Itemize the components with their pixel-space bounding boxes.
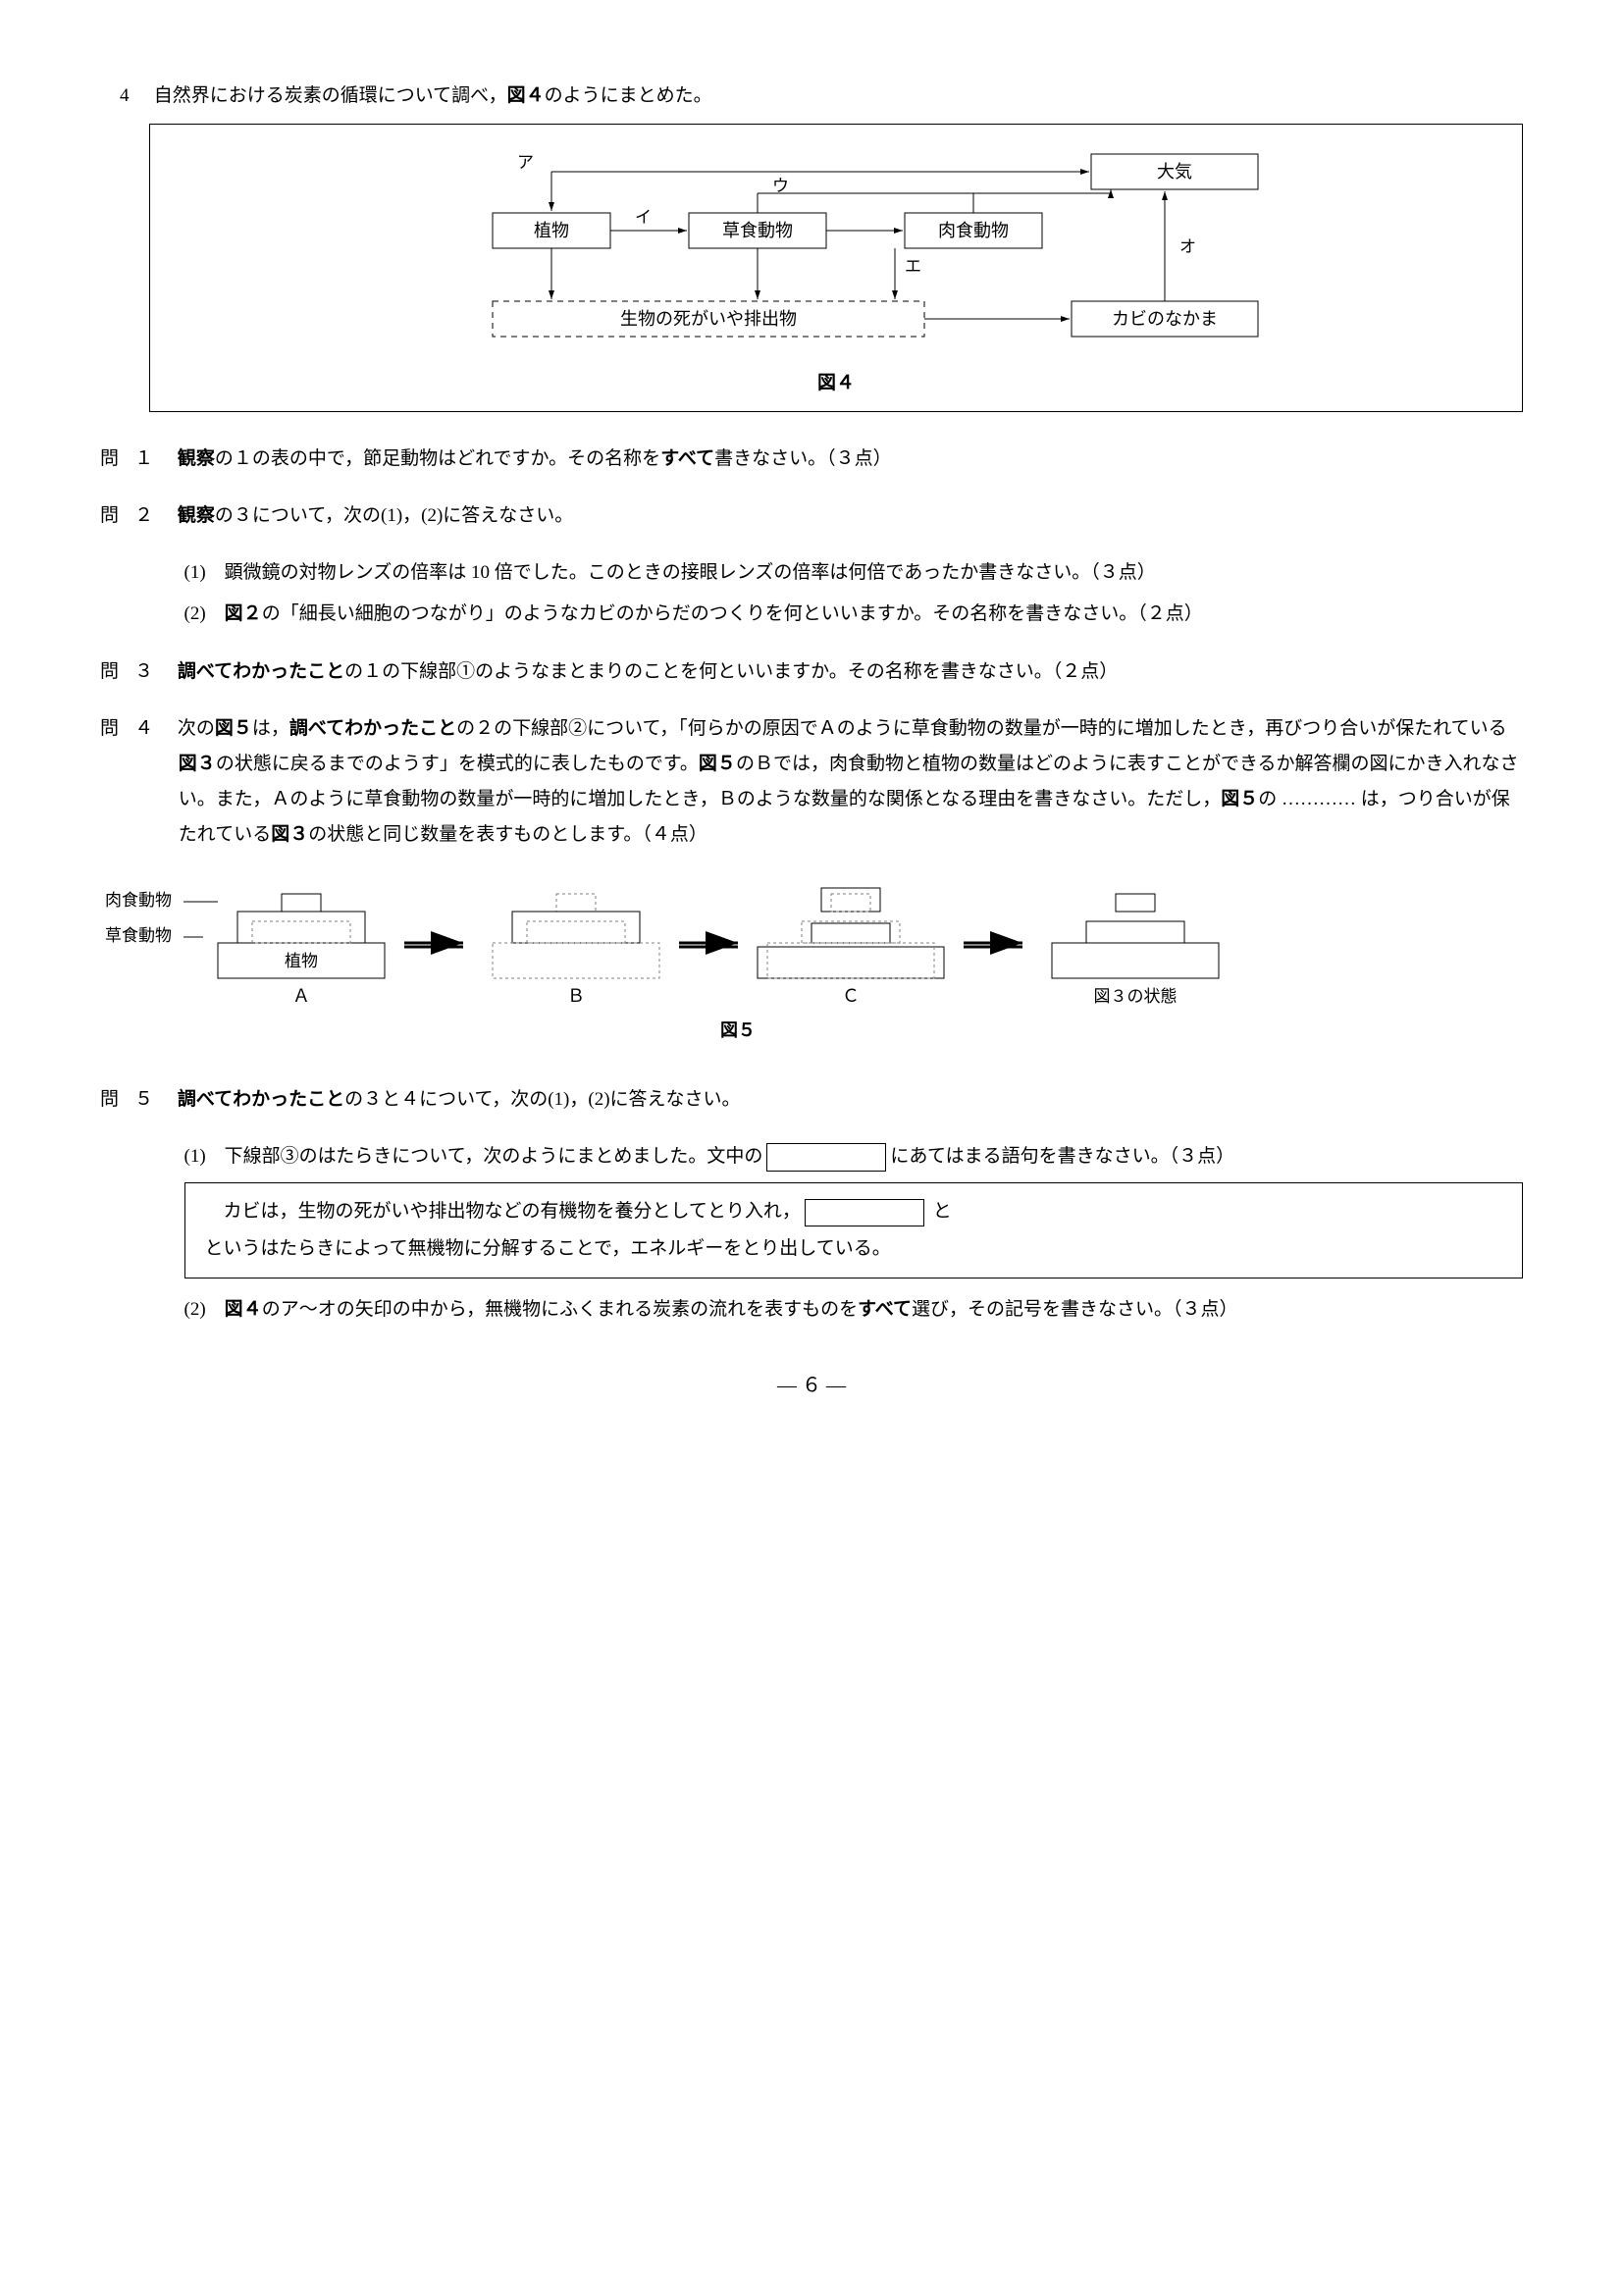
- fig5-A: Ａ: [292, 986, 310, 1006]
- q5-boxed-text: カビは，生物の死がいや排出物などの有機物を養分としてとり入れ， と というはたら…: [184, 1182, 1524, 1278]
- node-herbivore: 草食動物: [722, 221, 793, 240]
- q4-p1b: は，: [252, 718, 289, 739]
- q4-fig3: 図３: [179, 754, 216, 774]
- node-plant: 植物: [534, 221, 569, 240]
- section4-text-b: のようにまとめた。: [545, 85, 712, 106]
- node-carnivore: 肉食動物: [938, 221, 1009, 240]
- q2-s2-rest: の「細長い細胞のつながり」のようなカビのからだのつくりを何といいますか。その名称…: [262, 603, 1203, 624]
- figure4-container: 大気 植物 草食動物 肉食動物 生物の死がいや排出物 カビのなかま ア イ: [149, 124, 1523, 412]
- q2-s2-num: (2): [184, 603, 206, 624]
- q1-head: 問 １: [100, 448, 159, 469]
- edge-label-o: オ: [1179, 237, 1196, 256]
- q4-fig5: 図５: [215, 718, 252, 739]
- q4-head: 問 ４: [100, 718, 159, 739]
- q5-box-b: というはたらきによって無機物に分解することで，エネルギーをとり出している。: [205, 1238, 891, 1259]
- q5-box-tail: と: [933, 1201, 952, 1222]
- q3-text: の１の下線部①のようなまとまりのことを何といいますか。その名称を書きなさい。（２…: [344, 661, 1118, 682]
- fig5-C: Ｃ: [842, 986, 860, 1006]
- q5-head: 問 ５: [100, 1089, 159, 1110]
- q2-s2-pre: [206, 603, 225, 624]
- q1-t2: の１の表の中で，節足動物はどれですか。その名称を: [215, 448, 660, 469]
- blank-box-icon: [766, 1143, 886, 1172]
- q4-p1a: 次の: [159, 718, 215, 739]
- q2-s2-bold: 図２: [225, 603, 262, 624]
- q2-s1-text: 顕微鏡の対物レンズの倍率は 10 倍でした。このときの接眼レンズの倍率は何倍であ…: [206, 562, 1156, 583]
- figure5-caption: 図５: [720, 1020, 756, 1040]
- question-4: 問 ４ 次の図５は，調べてわかったことの２の下線部②について，「何らかの原因でＡ…: [100, 711, 1523, 853]
- section4-number: 4: [120, 78, 149, 114]
- node-fungi: カビのなかま: [1112, 309, 1218, 329]
- question-5: 問 ５ 調べてわかったことの３と４について，次の(1)，(2)に答えなさい。: [100, 1082, 1523, 1118]
- q2-sub2: (2) 図２の「細長い細胞のつながり」のようなカビのからだのつくりを何といいます…: [184, 597, 1524, 632]
- q1-t1: [159, 448, 178, 469]
- blank-box-icon: [805, 1199, 924, 1227]
- q4-p1c: の２の下線部②について，「何らかの原因でＡのように草食動物の数量が一時的に増加し…: [456, 718, 1506, 739]
- q4-p1d: の状態に戻るまでのようす」を模式的に表したものです。: [216, 754, 699, 774]
- q1-bold1: 観察: [178, 448, 215, 469]
- section4-intro: 4 自然界における炭素の循環について調べ，図４のようにまとめた。: [100, 78, 1523, 114]
- fig5-B: Ｂ: [567, 986, 585, 1006]
- q5-sub2: (2) 図４のア～オの矢印の中から，無機物にふくまれる炭素の流れを表すものをすべ…: [184, 1292, 1524, 1328]
- q4-found: 調べてわかったこと: [289, 718, 456, 739]
- q3-bold: 調べてわかったこと: [178, 661, 344, 682]
- q4-fig3b: 図３: [271, 824, 308, 845]
- q5-sub1: (1) 下線部③のはたらきについて，次のようにまとめました。文中の にあてはまる語…: [184, 1139, 1524, 1174]
- fig5-label-carn: 肉食動物: [105, 891, 172, 910]
- node-atmosphere: 大気: [1157, 162, 1192, 182]
- edge-label-e: エ: [905, 257, 921, 276]
- page-root: 4 自然界における炭素の循環について調べ，図４のようにまとめた。 大気 植物 草…: [100, 78, 1523, 1404]
- q5-s2-bold2: すべて: [858, 1299, 912, 1320]
- q1-t3: 書きなさい。（３点）: [714, 448, 892, 469]
- node-remains: 生物の死がいや排出物: [620, 309, 797, 329]
- section4-figref: 図４: [507, 85, 545, 106]
- q4-p1g: の状態と同じ数量を表すものとします。（４点）: [308, 824, 707, 845]
- figure4-caption: 図４: [189, 366, 1483, 401]
- q5-bold: 調べてわかったこと: [178, 1089, 344, 1110]
- question-1: 問 １ 観察の１の表の中で，節足動物はどれですか。その名称をすべて書きなさい。（…: [100, 442, 1523, 477]
- section4-text-a: 自然界における炭素の循環について調べ，: [154, 85, 507, 106]
- edge-label-a: ア: [517, 153, 534, 172]
- q5-s1-a: 下線部③のはたらきについて，次のようにまとめました。文中の: [206, 1146, 763, 1167]
- q2-s1-num: (1): [184, 562, 206, 583]
- fig5-label-herb: 草食動物: [105, 926, 172, 945]
- fig5-state3: 図３の状態: [1094, 987, 1178, 1006]
- edge-label-i: イ: [635, 208, 652, 227]
- q5-s1-b: にあてはまる語句を書きなさい。（３点）: [890, 1146, 1234, 1167]
- q5-s2-num: (2): [184, 1299, 206, 1320]
- edge-label-u: ウ: [772, 177, 789, 195]
- q5-s2-mid: のア～オの矢印の中から，無機物にふくまれる炭素の流れを表すものを: [262, 1299, 858, 1320]
- q2-sub1: (1) 顕微鏡の対物レンズの倍率は 10 倍でした。このときの接眼レンズの倍率は…: [184, 555, 1524, 591]
- question-2: 問 ２ 観察の３について，次の(1)，(2)に答えなさい。: [100, 498, 1523, 534]
- q5-s2-bold: 図４: [225, 1299, 262, 1320]
- q5-s1-num: (1): [184, 1146, 206, 1167]
- q5-lead: の３と４について，次の(1)，(2)に答えなさい。: [344, 1089, 740, 1110]
- page-number: — ６ —: [100, 1367, 1523, 1404]
- figure5-container: 肉食動物 草食動物 植物 Ａ Ｂ: [100, 874, 1493, 1061]
- q3-head: 問 ３: [100, 661, 159, 682]
- q5-s2-rest: 選び，その記号を書きなさい。（３点）: [912, 1299, 1238, 1320]
- question-3: 問 ３ 調べてわかったことの１の下線部①のようなまとまりのことを何といいますか。…: [100, 654, 1523, 690]
- q2-lead-rest: の３について，次の(1)，(2)に答えなさい。: [215, 505, 573, 526]
- figure4-diagram: 大気 植物 草食動物 肉食動物 生物の死がいや排出物 カビのなかま ア イ: [385, 144, 1287, 360]
- q1-bold2: すべて: [660, 448, 714, 469]
- q4-fig5b: 図５: [699, 754, 736, 774]
- q2-lead-bold: 観察: [178, 505, 215, 526]
- figure5-diagram: 肉食動物 草食動物 植物 Ａ Ｂ: [100, 874, 1376, 1061]
- q2-head: 問 ２: [100, 505, 159, 526]
- q5-box-a: カビは，生物の死がいや排出物などの有機物を養分としてとり入れ，: [205, 1201, 801, 1222]
- q5-s2-pre: [206, 1299, 225, 1320]
- fig5-plant-a: 植物: [285, 952, 318, 970]
- q4-fig5c: 図５: [1221, 789, 1258, 809]
